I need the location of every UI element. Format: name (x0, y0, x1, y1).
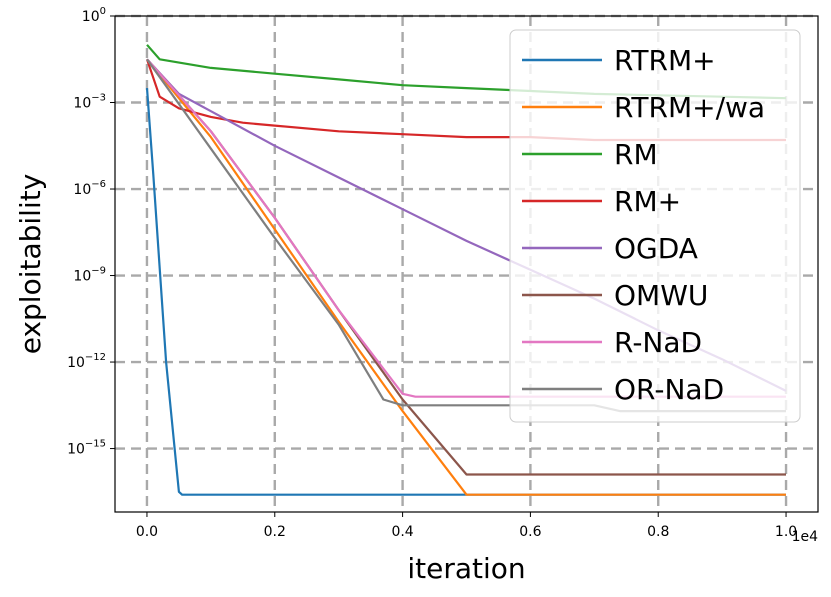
x-axis-multiplier: 1e4 (792, 529, 819, 545)
legend-box (509, 29, 801, 423)
series-line-r-nad (146, 58, 786, 398)
legend-label: RM (614, 138, 658, 171)
legend-label: R-NaD (614, 326, 702, 359)
y-axis-title: exploitability (14, 174, 47, 355)
x-tick-label: 0.0 (136, 524, 158, 540)
legend-label: OGDA (614, 232, 698, 265)
x-axis-title: iteration (407, 552, 525, 585)
y-tick-label: 10−15 (67, 439, 106, 458)
x-axis-ticks: 0.0 0.2 0.4 0.6 0.8 1.0 (136, 512, 797, 540)
x-tick-label: 0.2 (264, 524, 286, 540)
x-tick-label: 1.0 (775, 524, 797, 540)
x-tick-label: 0.6 (519, 524, 541, 540)
series-line-rtrm-wa (146, 58, 786, 496)
x-tick-label: 0.8 (647, 524, 669, 540)
plot-frame (114, 15, 819, 513)
x-tick-label: 0.4 (391, 524, 413, 540)
legend-label: RTRM+/wa (614, 91, 765, 124)
legend-label: OMWU (614, 279, 708, 312)
legend-label: RM+ (614, 185, 681, 218)
series-line-rtrm- (145, 88, 786, 496)
y-tick-label: 10−6 (73, 179, 106, 198)
legend-label: OR-NaD (614, 373, 724, 406)
y-axis-ticks: 100 10−3 10−6 10−9 10−12 10−15 (67, 6, 115, 458)
y-tick-label: 10−12 (67, 352, 106, 371)
y-tick-label: 10−3 (73, 93, 106, 112)
legend-label: RTRM+ (614, 44, 716, 77)
legend: RTRM+ RTRM+/wa RM RM+ OGDA OMWU R-NaD OR-NaD (509, 29, 801, 423)
y-tick-label: 10−9 (73, 266, 106, 285)
y-tick-label: 100 (82, 6, 106, 25)
